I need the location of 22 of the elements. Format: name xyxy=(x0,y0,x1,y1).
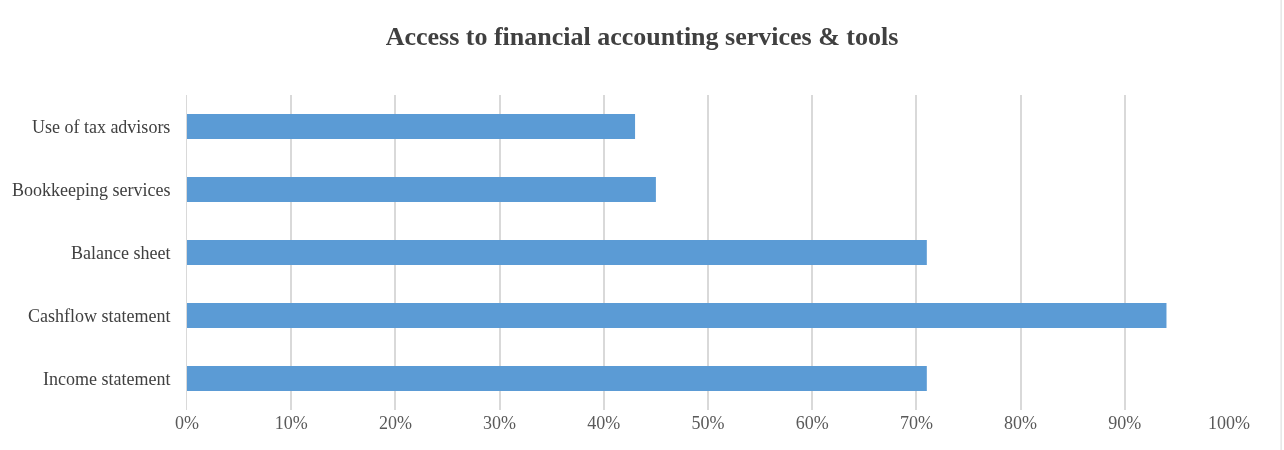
y-tick-label: Balance sheet xyxy=(70,242,171,263)
x-tick-label: 20% xyxy=(378,413,412,433)
x-tick-label: 0% xyxy=(175,413,199,433)
bar xyxy=(187,239,927,266)
y-tick-label: Income statement xyxy=(42,368,171,389)
bar xyxy=(187,302,1167,329)
x-tick-label: 50% xyxy=(691,413,725,433)
y-tick-label: Use of tax advisors xyxy=(31,116,171,137)
x-tick-label: 30% xyxy=(483,413,517,433)
x-tick-label: 10% xyxy=(274,413,308,433)
bar xyxy=(187,365,927,392)
bar xyxy=(187,113,636,140)
x-tick-label: 60% xyxy=(795,413,829,433)
x-tick-label: 100% xyxy=(1208,413,1250,433)
chart-title: Access to financial accounting services & tools xyxy=(385,22,899,52)
y-tick-label: Bookkeeping services xyxy=(11,179,171,200)
x-tick-label: 90% xyxy=(1108,413,1142,433)
x-tick-label: 40% xyxy=(587,413,621,433)
y-tick-label: Cashflow statement xyxy=(27,305,171,326)
x-tick-label: 80% xyxy=(1004,413,1038,433)
bar xyxy=(187,176,656,203)
x-tick-label: 70% xyxy=(899,413,933,433)
